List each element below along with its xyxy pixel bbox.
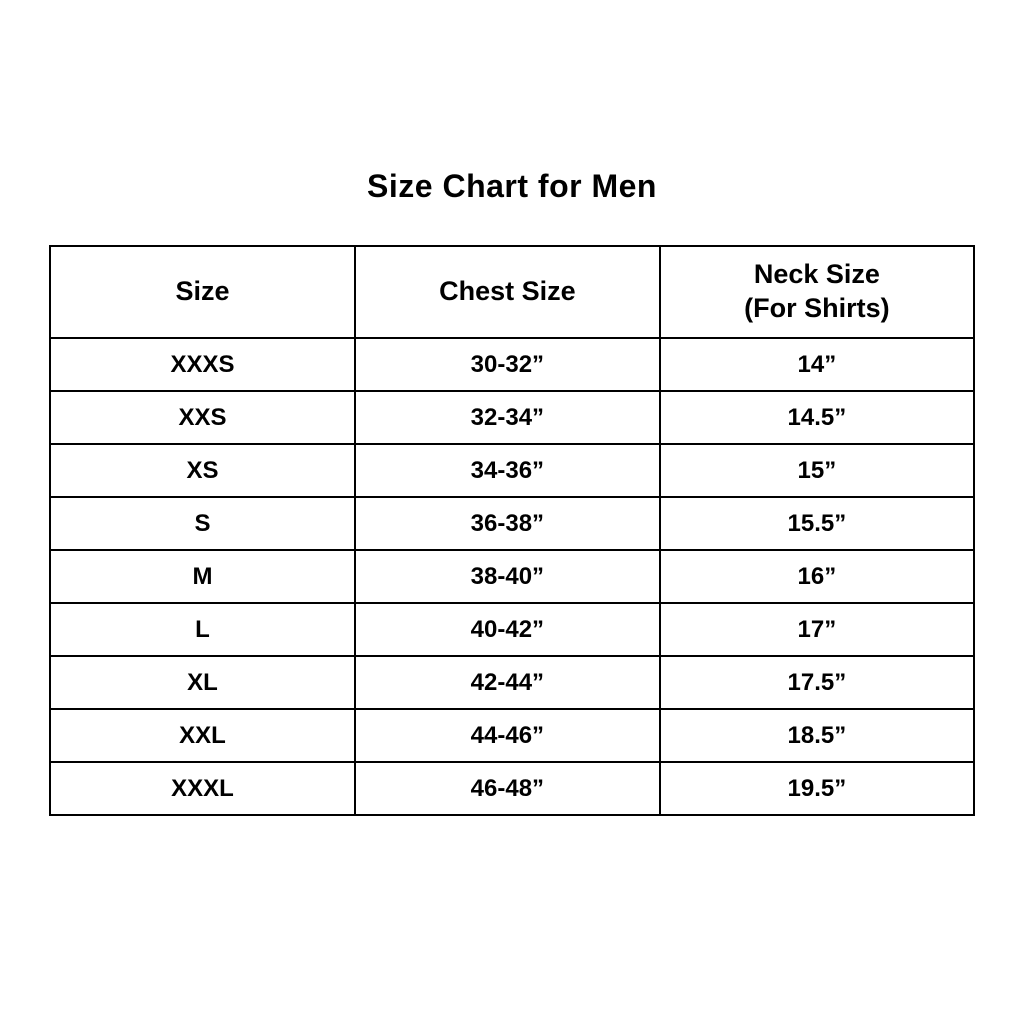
cell-size: XXXL bbox=[49, 761, 356, 816]
table-row: XS 34-36” 15” bbox=[49, 443, 976, 498]
cell-chest-size: 44-46” bbox=[353, 708, 661, 763]
cell-chest-size: 40-42” bbox=[353, 602, 661, 657]
cell-chest-size: 46-48” bbox=[353, 761, 661, 816]
cell-size: S bbox=[49, 496, 356, 551]
cell-neck-size: 19.5” bbox=[658, 761, 976, 816]
cell-neck-size: 18.5” bbox=[658, 708, 976, 763]
table-body: XXXS 30-32” 14” XXS 32-34” 14.5” XS 34-3… bbox=[49, 337, 976, 816]
cell-size: M bbox=[49, 549, 356, 604]
table-row: XXXL 46-48” 19.5” bbox=[49, 761, 976, 816]
cell-chest-size: 38-40” bbox=[353, 549, 661, 604]
table-row: M 38-40” 16” bbox=[49, 549, 976, 604]
cell-neck-size: 16” bbox=[658, 549, 976, 604]
cell-chest-size: 42-44” bbox=[353, 655, 661, 710]
page-title: Size Chart for Men bbox=[367, 168, 657, 204]
cell-size: L bbox=[49, 602, 356, 657]
header-neck-size: Neck Size (For Shirts) bbox=[658, 245, 976, 339]
cell-chest-size: 36-38” bbox=[353, 496, 661, 551]
cell-neck-size: 14.5” bbox=[658, 390, 976, 445]
cell-neck-size: 15” bbox=[658, 443, 976, 498]
table-row: XXXS 30-32” 14” bbox=[49, 337, 976, 392]
header-row: Size Chest Size Neck Size (For Shirts) bbox=[49, 245, 976, 339]
header-size: Size bbox=[49, 245, 356, 339]
table-row: XXS 32-34” 14.5” bbox=[49, 390, 976, 445]
cell-chest-size: 32-34” bbox=[353, 390, 661, 445]
cell-neck-size: 15.5” bbox=[658, 496, 976, 551]
table-header: Size Chest Size Neck Size (For Shirts) bbox=[49, 245, 976, 339]
cell-size: XXXS bbox=[49, 337, 356, 392]
table-row: XXL 44-46” 18.5” bbox=[49, 708, 976, 763]
cell-chest-size: 34-36” bbox=[353, 443, 661, 498]
cell-neck-size: 17” bbox=[658, 602, 976, 657]
cell-size: XXS bbox=[49, 390, 356, 445]
table-row: L 40-42” 17” bbox=[49, 602, 976, 657]
cell-chest-size: 30-32” bbox=[353, 337, 661, 392]
size-chart-table: Size Chest Size Neck Size (For Shirts) X… bbox=[49, 245, 976, 816]
table-row: S 36-38” 15.5” bbox=[49, 496, 976, 551]
cell-size: XS bbox=[49, 443, 356, 498]
cell-neck-size: 17.5” bbox=[658, 655, 976, 710]
cell-neck-size: 14” bbox=[658, 337, 976, 392]
cell-size: XXL bbox=[49, 708, 356, 763]
cell-size: XL bbox=[49, 655, 356, 710]
header-chest-size: Chest Size bbox=[353, 245, 661, 339]
table-row: XL 42-44” 17.5” bbox=[49, 655, 976, 710]
